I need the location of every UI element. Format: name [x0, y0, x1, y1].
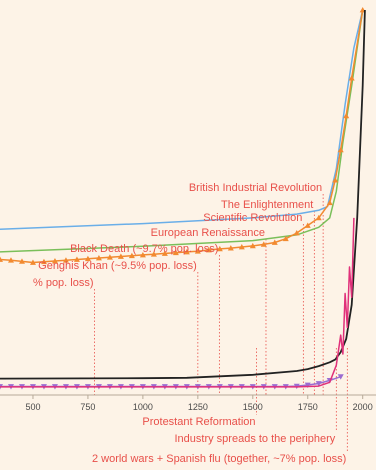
- series-point: [194, 248, 201, 254]
- series-point: [326, 199, 333, 206]
- series-point: [205, 247, 212, 253]
- series-layer: [0, 7, 366, 390]
- series-point: [128, 252, 135, 259]
- series-line: [0, 9, 366, 380]
- series-point: [260, 241, 267, 247]
- series-point: [337, 374, 344, 380]
- series-line: [0, 9, 364, 230]
- series-point: [216, 245, 223, 252]
- series-point: [84, 255, 91, 262]
- series-point: [293, 230, 300, 236]
- series-point: [117, 253, 124, 259]
- annotation-labels: British Industrial Revolution The Enlight…: [33, 182, 346, 465]
- x-tick-label: 1000: [133, 402, 153, 412]
- series-point: [150, 251, 157, 257]
- series-point: [40, 258, 47, 265]
- annotation-label: British Industrial Revolution: [189, 182, 322, 194]
- x-tick-label: 750: [80, 402, 95, 412]
- series-point: [7, 257, 14, 263]
- series-point: [343, 112, 350, 119]
- series-point: [29, 259, 36, 265]
- x-tick-label: 1750: [298, 402, 318, 412]
- series-point: [183, 248, 190, 255]
- series-point: [315, 381, 322, 387]
- series-point: [348, 75, 355, 81]
- series-point: [161, 250, 168, 256]
- series-point: [332, 177, 339, 183]
- x-tick-label: 1250: [188, 402, 208, 412]
- annotation-label: Industry spreads to the periphery: [175, 433, 336, 445]
- series-point: [18, 258, 25, 264]
- series-point: [106, 254, 113, 260]
- annotation-lines: [94, 194, 348, 452]
- series-point: [62, 257, 69, 263]
- annotation-label: 2 world wars + Spanish flu (together, ~7…: [92, 453, 346, 465]
- series-point: [304, 222, 311, 228]
- series-point: [73, 256, 80, 262]
- series-point: [0, 256, 3, 262]
- annotation-label: Scientific Revolution: [203, 212, 302, 224]
- x-tick-label: 500: [25, 402, 40, 412]
- series-point: [337, 146, 344, 153]
- series-point: [227, 245, 234, 251]
- series-point: [304, 382, 311, 388]
- series-line: [0, 9, 364, 264]
- series-point: [249, 242, 256, 249]
- series-point: [238, 244, 245, 250]
- series-line: [0, 217, 355, 388]
- annotation-label: Genghis Khan (~9.5% pop. loss): [38, 260, 197, 272]
- series-line: [0, 9, 364, 253]
- series-point: [51, 257, 58, 264]
- series-point: [315, 214, 322, 221]
- x-tick-label: 2000: [353, 402, 373, 412]
- series-point: [172, 249, 179, 256]
- series-point: [282, 235, 289, 242]
- x-axis: 500 750 1000 1250 1500 1750 2000: [0, 394, 376, 412]
- annotation-label: % pop. loss): [33, 277, 94, 289]
- annotation-label: Black Death (~9.7% pop. loss): [70, 243, 218, 255]
- x-tick-label: 1500: [243, 402, 263, 412]
- series-point: [271, 239, 278, 245]
- annotation-label: The Enlightenment: [221, 199, 313, 211]
- annotation-label: Protestant Reformation: [142, 416, 255, 428]
- series-point: [0, 384, 3, 390]
- series-point: [95, 254, 102, 261]
- series-point: [139, 251, 146, 258]
- annotation-label: European Renaissance: [151, 227, 265, 239]
